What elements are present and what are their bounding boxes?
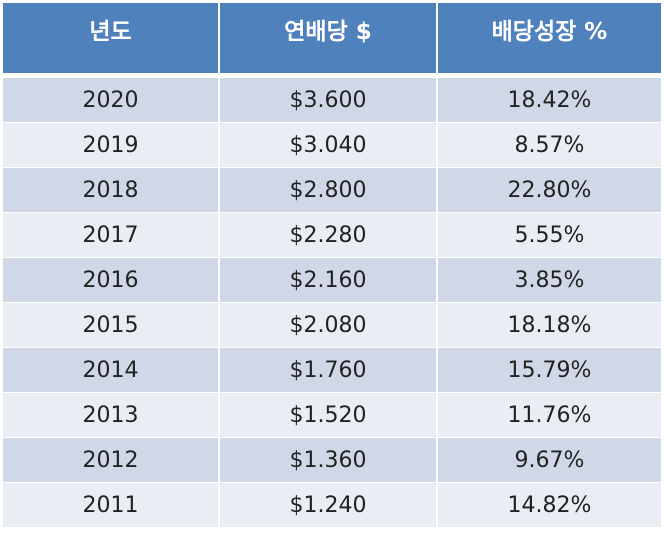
- cell-annual-dividend: $1.360: [220, 438, 438, 483]
- table-row: 2011 $1.240 14.82%: [3, 483, 661, 528]
- column-header-year: 년도: [3, 3, 220, 78]
- table-row: 2020 $3.600 18.42%: [3, 78, 661, 123]
- cell-year: 2018: [3, 168, 220, 213]
- cell-dividend-growth: 11.76%: [438, 393, 661, 438]
- table-header-row: 년도 연배당 $ 배당성장 %: [3, 3, 661, 78]
- cell-dividend-growth: 3.85%: [438, 258, 661, 303]
- cell-annual-dividend: $2.160: [220, 258, 438, 303]
- cell-year: 2013: [3, 393, 220, 438]
- table-row: 2014 $1.760 15.79%: [3, 348, 661, 393]
- cell-year: 2017: [3, 213, 220, 258]
- table-row: 2012 $1.360 9.67%: [3, 438, 661, 483]
- table-row: 2015 $2.080 18.18%: [3, 303, 661, 348]
- table-row: 2016 $2.160 3.85%: [3, 258, 661, 303]
- cell-dividend-growth: 8.57%: [438, 123, 661, 168]
- cell-dividend-growth: 22.80%: [438, 168, 661, 213]
- cell-dividend-growth: 15.79%: [438, 348, 661, 393]
- cell-dividend-growth: 18.18%: [438, 303, 661, 348]
- cell-year: 2012: [3, 438, 220, 483]
- cell-year: 2011: [3, 483, 220, 528]
- cell-dividend-growth: 5.55%: [438, 213, 661, 258]
- cell-dividend-growth: 14.82%: [438, 483, 661, 528]
- column-header-annual-dividend: 연배당 $: [220, 3, 438, 78]
- cell-annual-dividend: $2.080: [220, 303, 438, 348]
- cell-year: 2015: [3, 303, 220, 348]
- table-row: 2013 $1.520 11.76%: [3, 393, 661, 438]
- table-row: 2018 $2.800 22.80%: [3, 168, 661, 213]
- cell-annual-dividend: $1.760: [220, 348, 438, 393]
- cell-dividend-growth: 9.67%: [438, 438, 661, 483]
- cell-dividend-growth: 18.42%: [438, 78, 661, 123]
- cell-annual-dividend: $2.280: [220, 213, 438, 258]
- cell-annual-dividend: $1.240: [220, 483, 438, 528]
- table-row: 2017 $2.280 5.55%: [3, 213, 661, 258]
- cell-year: 2014: [3, 348, 220, 393]
- column-header-dividend-growth: 배당성장 %: [438, 3, 661, 78]
- cell-annual-dividend: $2.800: [220, 168, 438, 213]
- cell-year: 2019: [3, 123, 220, 168]
- cell-year: 2020: [3, 78, 220, 123]
- cell-annual-dividend: $3.040: [220, 123, 438, 168]
- cell-annual-dividend: $3.600: [220, 78, 438, 123]
- dividend-table-container: 년도 연배당 $ 배당성장 % 2020 $3.600 18.42% 2019 $3.0…: [3, 3, 661, 534]
- table-body: 2020 $3.600 18.42% 2019 $3.040 8.57% 2018 $2.80…: [3, 78, 661, 528]
- cell-annual-dividend: $1.520: [220, 393, 438, 438]
- dividend-table: 년도 연배당 $ 배당성장 % 2020 $3.600 18.42% 2019 $3.0…: [3, 3, 661, 528]
- table-row: 2019 $3.040 8.57%: [3, 123, 661, 168]
- cell-year: 2016: [3, 258, 220, 303]
